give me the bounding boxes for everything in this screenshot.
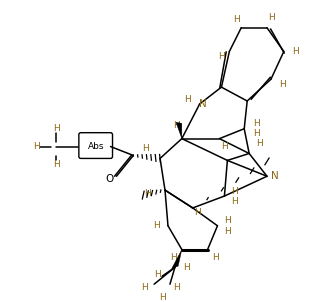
Text: H: H <box>233 15 240 24</box>
Text: H: H <box>292 47 299 56</box>
Text: H: H <box>256 139 262 148</box>
Text: Abs: Abs <box>87 142 104 151</box>
Text: H: H <box>153 221 159 230</box>
Text: H: H <box>224 216 231 225</box>
Text: H: H <box>253 129 259 138</box>
FancyBboxPatch shape <box>79 133 113 159</box>
Text: H: H <box>194 208 201 217</box>
Text: H: H <box>231 187 238 196</box>
Text: H: H <box>154 270 160 279</box>
Text: H: H <box>221 142 228 151</box>
Text: H: H <box>231 197 238 205</box>
Text: H: H <box>142 144 148 153</box>
Text: H: H <box>144 188 150 198</box>
Text: H: H <box>183 263 190 272</box>
Text: H: H <box>218 52 225 61</box>
Text: H: H <box>269 13 275 22</box>
Text: O: O <box>105 174 114 184</box>
Text: H: H <box>141 283 148 292</box>
Text: H: H <box>174 283 180 292</box>
Text: H: H <box>212 253 219 262</box>
Text: H: H <box>184 95 191 104</box>
Text: H: H <box>174 121 180 130</box>
Text: H: H <box>171 253 177 262</box>
Text: H: H <box>159 293 165 302</box>
Text: H: H <box>224 227 231 236</box>
Text: H: H <box>53 124 59 133</box>
Polygon shape <box>172 249 182 268</box>
Text: H: H <box>33 142 40 151</box>
Text: N: N <box>271 171 279 181</box>
Text: H: H <box>280 80 286 89</box>
Text: H: H <box>53 160 59 169</box>
Text: N: N <box>199 99 207 109</box>
Text: H: H <box>253 119 259 128</box>
Polygon shape <box>176 122 182 139</box>
